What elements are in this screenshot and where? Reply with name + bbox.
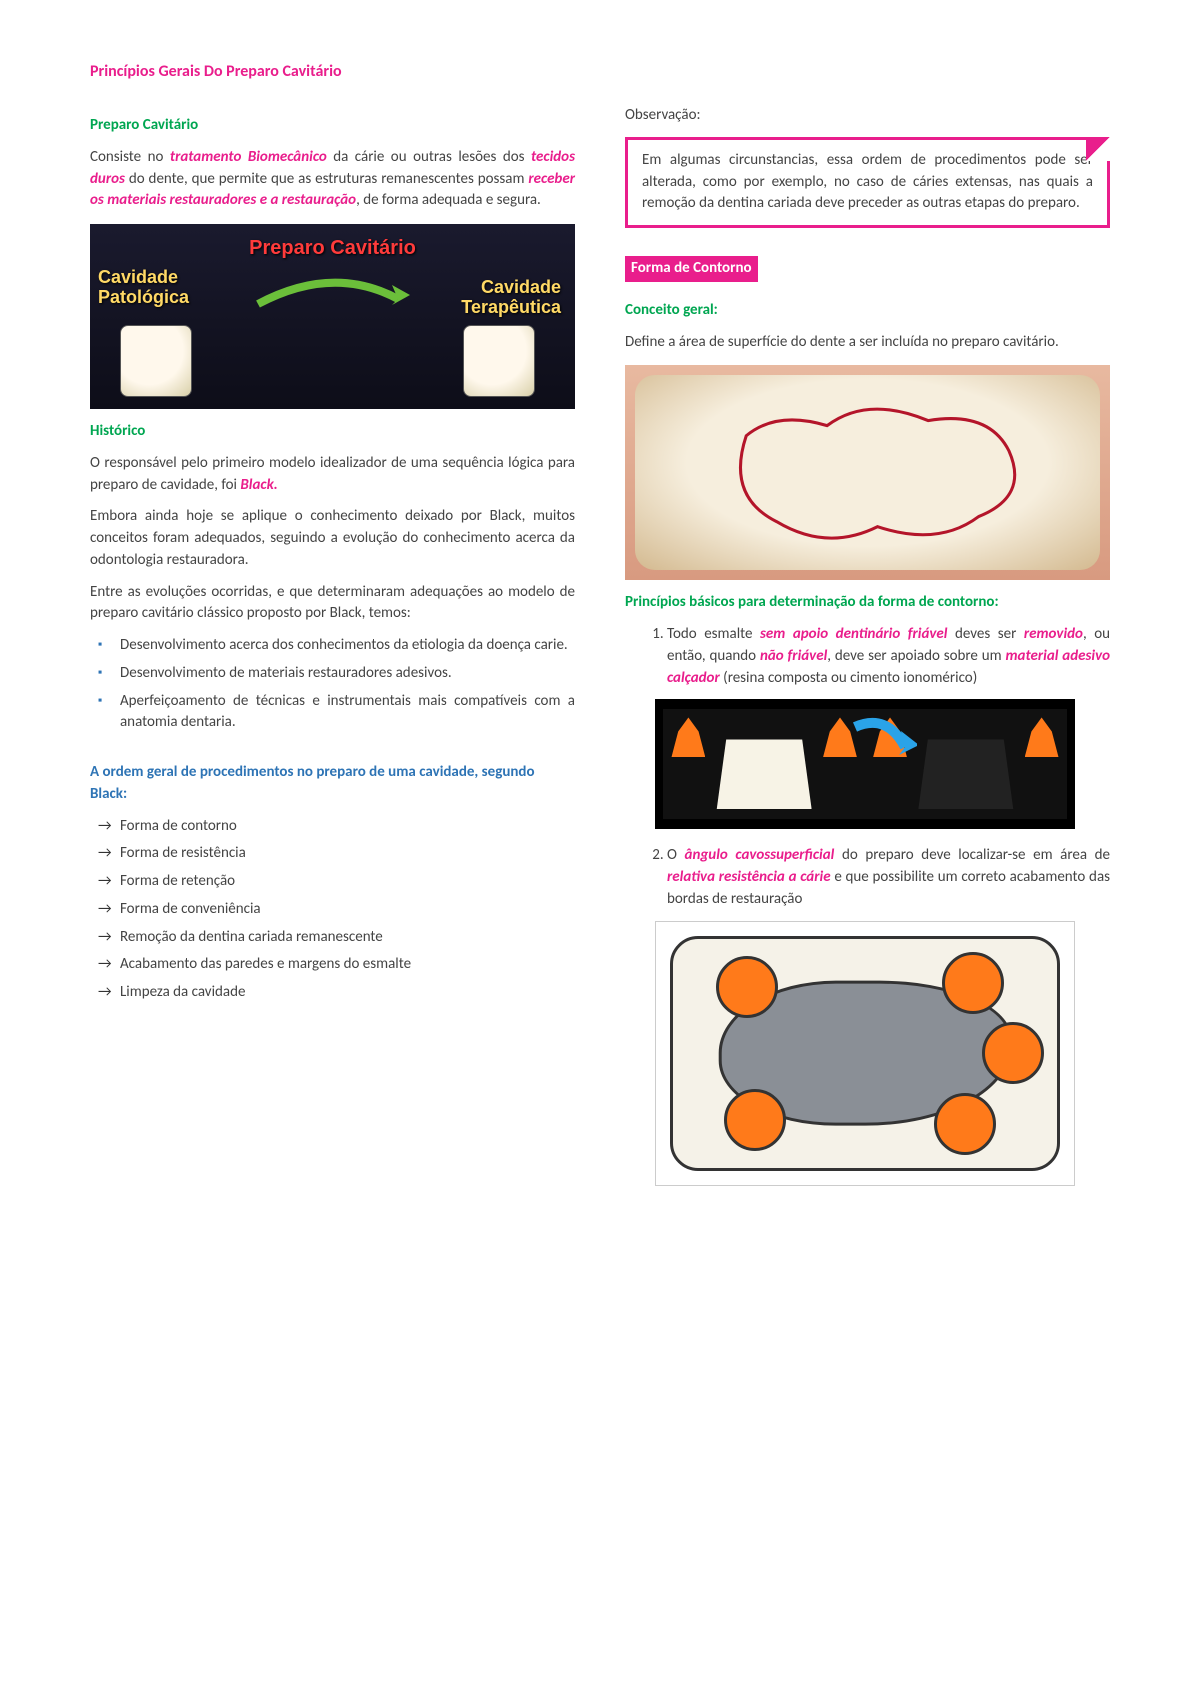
enamel-support-diagram — [655, 699, 1075, 829]
historico-p3: Entre as evoluções ocorridas, e que dete… — [90, 582, 575, 626]
list-item: Aperfeiçoamento de técnicas e instrument… — [120, 691, 575, 735]
observacao-text: Em algumas circunstancias, essa ordem de… — [642, 150, 1093, 215]
observacao-label: Observação: — [625, 105, 1110, 127]
conceito-text: Define a área de superfície do dente a s… — [625, 332, 1110, 354]
two-column-layout: Preparo Cavitário Consiste no tratamento… — [90, 105, 1110, 1196]
arrow-icon — [847, 715, 917, 775]
evolucoes-list: Desenvolvimento acerca dos conhecimentos… — [90, 635, 575, 734]
slide-left-label-2: Patológica — [98, 287, 189, 307]
ordem-procedimentos-list: Forma de contorno Forma de resistência F… — [90, 816, 575, 1004]
slide-left-label: Cavidade Patológica — [98, 268, 189, 308]
principios-list: Todo esmalte sem apoio dentinário friáve… — [625, 624, 1110, 689]
list-item: Desenvolvimento de materiais restaurador… — [120, 663, 575, 685]
arrow-icon — [248, 274, 418, 314]
heading-ordem-black: A ordem geral de procedimentos no prepar… — [90, 762, 575, 806]
tooth-therapeutic-thumb — [463, 325, 535, 397]
list-item: Forma de conveniência — [120, 899, 575, 921]
preparo-cavitario-slide: Preparo Cavitário Cavidade Patológica Ca… — [90, 224, 575, 409]
historico-p2: Embora ainda hoje se aplique o conhecime… — [90, 506, 575, 571]
slide-left-label-1: Cavidade — [98, 267, 178, 287]
principio-1: Todo esmalte sem apoio dentinário friáve… — [667, 624, 1110, 689]
intro-paragraph: Consiste no tratamento Biomecânico da cá… — [90, 147, 575, 212]
list-item: Desenvolvimento acerca dos conhecimentos… — [120, 635, 575, 657]
slide-right-label-2: Terapêutica — [461, 297, 561, 317]
list-item: Forma de contorno — [120, 816, 575, 838]
tooth-contour-image — [625, 365, 1110, 580]
list-item: Remoção da dentina cariada remanescente — [120, 927, 575, 949]
cavosuperficial-diagram — [655, 921, 1075, 1186]
list-item: Forma de retenção — [120, 871, 575, 893]
heading-historico: Histórico — [90, 421, 575, 443]
tooth-pathological-thumb — [120, 325, 192, 397]
principios-list-cont: O ângulo cavossuperficial do preparo dev… — [625, 845, 1110, 910]
page-title: Princípios Gerais Do Preparo Cavitário — [90, 60, 1110, 83]
heading-forma-contorno: Forma de Contorno — [625, 256, 758, 282]
left-column: Preparo Cavitário Consiste no tratamento… — [90, 105, 575, 1196]
heading-principios-basicos: Princípios básicos para determinação da … — [625, 592, 1110, 614]
heading-preparo: Preparo Cavitário — [90, 115, 575, 137]
list-item: Limpeza da cavidade — [120, 982, 575, 1004]
principio-2: O ângulo cavossuperficial do preparo dev… — [667, 845, 1110, 910]
right-column: Observação: Em algumas circunstancias, e… — [625, 105, 1110, 1196]
historico-p1: O responsável pelo primeiro modelo ideal… — [90, 453, 575, 497]
slide-right-label: Cavidade Terapêutica — [461, 278, 561, 318]
slide-right-label-1: Cavidade — [481, 277, 561, 297]
observacao-callout: Em algumas circunstancias, essa ordem de… — [625, 137, 1110, 228]
contour-outline-icon — [625, 365, 1110, 580]
slide-title: Preparo Cavitário — [104, 234, 561, 263]
list-item: Forma de resistência — [120, 843, 575, 865]
heading-conceito-geral: Conceito geral: — [625, 300, 1110, 322]
list-item: Acabamento das paredes e margens do esma… — [120, 954, 575, 976]
